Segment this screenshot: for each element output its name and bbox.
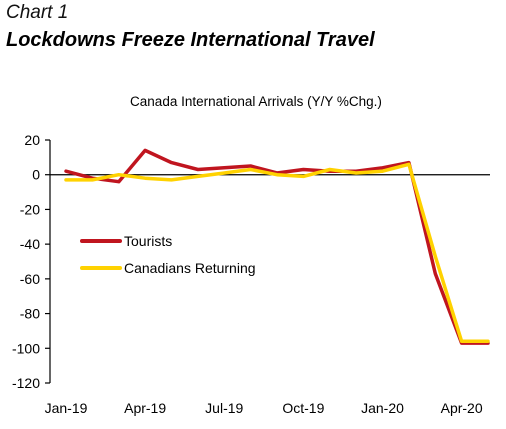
x-tick-label: Oct-19 [282,400,324,416]
x-tick-label: Jan-20 [361,400,404,416]
y-tick-label: -40 [20,236,40,252]
y-tick-label: 0 [32,167,40,183]
chart-heading: Lockdowns Freeze International Travel [6,29,375,51]
x-tick-label: Apr-20 [441,400,483,416]
y-tick-label: -100 [12,340,40,356]
y-tick-label: -60 [20,271,40,287]
legend-label: Tourists [124,233,172,249]
x-tick-label: Apr-19 [124,400,166,416]
y-tick-label: 20 [24,132,40,148]
x-tick-label: Jul-19 [205,400,243,416]
y-tick-label: -20 [20,201,40,217]
chart-number-label: Chart 1 [6,2,69,23]
y-tick-label: -80 [20,306,40,322]
x-tick-label: Jan-19 [45,400,88,416]
series-line-canadians-returning [64,162,490,344]
legend-label: Canadians Returning [124,260,256,276]
y-tick-label: -120 [12,375,40,391]
chart-subtitle: Canada International Arrivals (Y/Y %Chg.… [130,94,382,109]
